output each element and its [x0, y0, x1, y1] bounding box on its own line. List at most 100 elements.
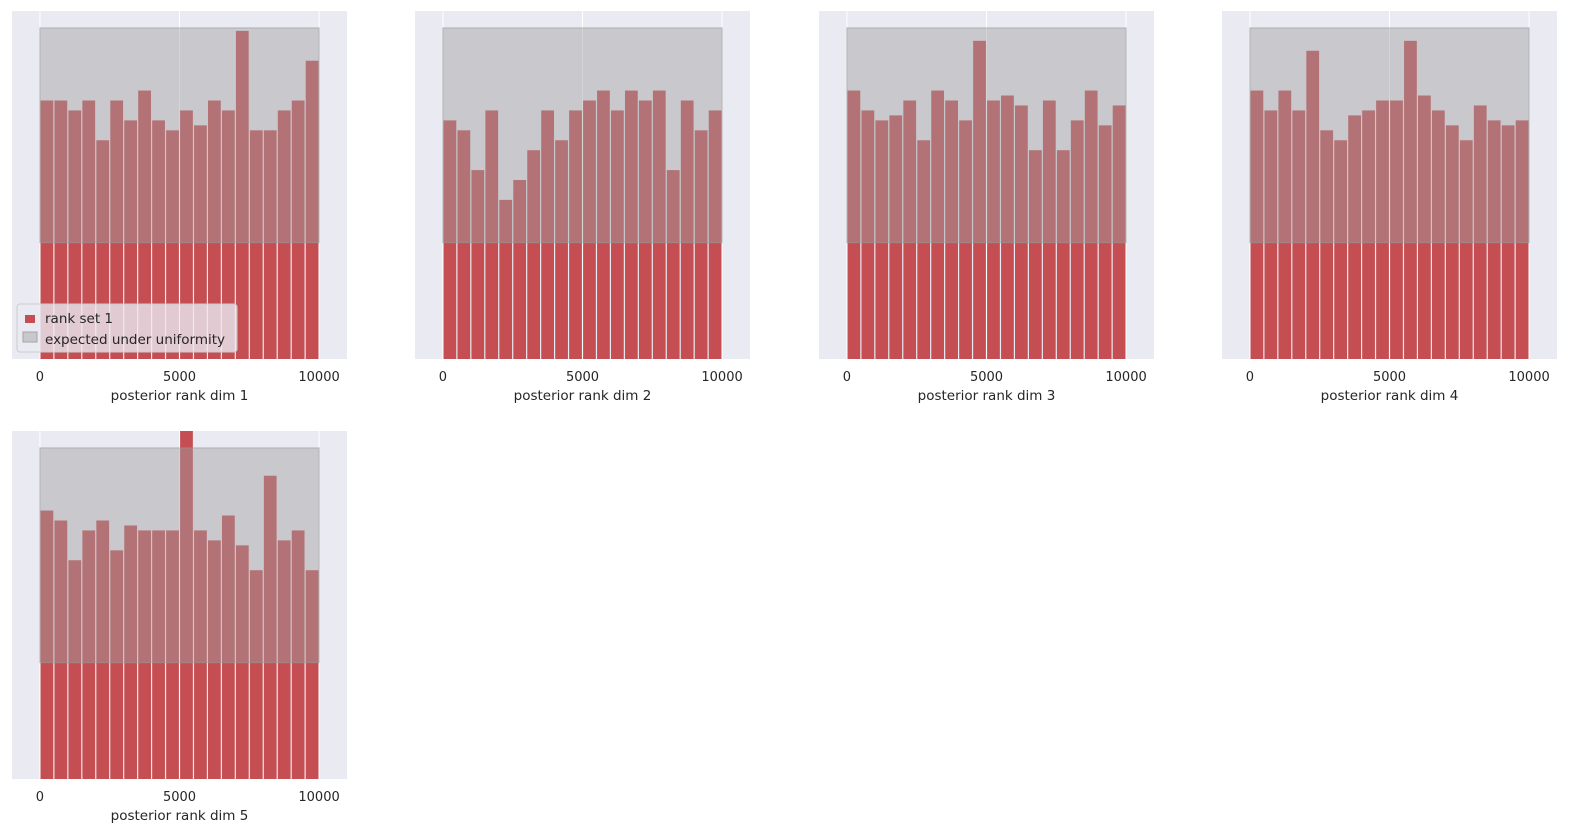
histogram-bar	[931, 90, 945, 360]
histogram-bar	[82, 530, 96, 779]
uniform-expectation-band	[39, 447, 320, 664]
histogram-bar	[611, 110, 624, 359]
histogram-bar	[138, 90, 151, 360]
histogram-bar	[973, 40, 986, 359]
histogram-bar	[305, 570, 319, 779]
x-tick-label: 5000	[163, 370, 196, 385]
histogram-bar	[166, 130, 179, 359]
histogram-bar	[1390, 100, 1403, 359]
histogram-bar	[263, 475, 277, 779]
histogram-bar	[666, 170, 680, 359]
histogram-bar	[221, 515, 235, 779]
histogram-bar	[555, 140, 568, 359]
x-tick-label: 5000	[163, 790, 196, 805]
histogram-bar	[652, 90, 666, 360]
histogram-bar	[903, 100, 917, 359]
uniform-expectation-band	[442, 27, 723, 244]
x-tick-label: 0	[36, 370, 44, 385]
x-tick-label: 10000	[298, 370, 339, 385]
uniform-expectation-band	[39, 27, 320, 244]
x-tick-label: 10000	[1508, 370, 1549, 385]
histogram-bar	[291, 530, 305, 779]
x-axis-label: posterior rank dim 3	[918, 388, 1056, 404]
histogram-panel-3: 0 5000 10000 posterior rank dim 3	[819, 11, 1154, 404]
histogram-bar	[249, 130, 263, 359]
histogram-bar	[1362, 110, 1375, 359]
uniform-band-swatch-icon	[22, 331, 38, 343]
histogram-bar	[1487, 120, 1501, 359]
histogram-bar	[694, 130, 708, 359]
histogram-panel-4: 0 5000 10000 posterior rank dim 4	[1222, 11, 1557, 404]
rank-set-swatch-icon	[25, 315, 35, 323]
histogram-bar	[68, 560, 82, 779]
x-axis-label: posterior rank dim 4	[1321, 388, 1459, 404]
histogram-bar	[40, 510, 54, 779]
histogram-bar	[1015, 105, 1028, 359]
histogram-bar	[110, 550, 124, 779]
histogram-bar	[513, 180, 527, 359]
histogram-bar	[527, 150, 541, 359]
x-tick-label: 5000	[970, 370, 1003, 385]
histogram-bar	[208, 540, 221, 779]
histogram-bar	[680, 100, 694, 359]
histogram-bar	[987, 100, 1000, 359]
histogram-bar	[1056, 150, 1070, 359]
histogram-bar	[68, 110, 82, 359]
x-tick-label: 0	[439, 370, 447, 385]
histogram-bar	[1320, 130, 1334, 359]
histogram-bar	[1431, 110, 1445, 359]
uniform-expectation-band	[846, 27, 1127, 244]
histogram-bar	[1292, 110, 1306, 359]
histogram-bar	[54, 100, 68, 359]
histogram-bar	[180, 431, 193, 779]
histogram-bar	[1028, 150, 1042, 359]
x-tick-label: 5000	[1373, 370, 1406, 385]
histogram-bar	[541, 110, 554, 359]
histogram-bar	[277, 110, 291, 359]
histogram-bar	[1334, 140, 1348, 359]
histogram-bar	[457, 130, 471, 359]
histogram-bar	[152, 530, 165, 779]
histogram-bar	[583, 100, 596, 359]
histogram-bar	[1001, 95, 1014, 359]
x-tick-label: 10000	[1105, 370, 1146, 385]
histogram-bar	[889, 115, 903, 360]
x-tick-label: 10000	[298, 790, 339, 805]
x-tick-label: 5000	[566, 370, 599, 385]
histogram-bar	[875, 120, 889, 359]
histogram-bar	[221, 110, 235, 359]
histogram-bar	[1042, 100, 1056, 359]
histogram-bar	[1250, 90, 1264, 360]
histogram-bar	[1418, 95, 1431, 359]
histogram-bar	[166, 530, 179, 779]
histogram-bar	[249, 570, 263, 779]
histogram-bar	[124, 120, 138, 359]
histogram-bar	[54, 520, 68, 779]
x-axis-label: posterior rank dim 1	[111, 388, 249, 404]
histogram-bar	[1515, 120, 1529, 359]
histogram-bar	[917, 140, 931, 359]
histogram-bar	[180, 110, 193, 359]
histogram-bar	[1348, 115, 1361, 360]
legend-frame	[16, 303, 238, 353]
legend-label-rank-set-1: rank set 1	[45, 311, 113, 327]
histogram-panel-2: 0 5000 10000 posterior rank dim 2	[415, 11, 750, 404]
histogram-bar	[1306, 50, 1320, 360]
histogram-bar	[263, 130, 277, 359]
legend-label-expected-uniform: expected under uniformity	[45, 332, 225, 348]
histogram-panel-1: 0 5000 10000 posterior rank dim 1	[12, 11, 347, 404]
histogram-bar	[110, 100, 124, 359]
histogram-bar	[96, 520, 110, 779]
histogram-bar	[1264, 110, 1278, 359]
histogram-bar	[1278, 90, 1292, 360]
histogram-bar	[40, 100, 54, 359]
histogram-bar	[208, 100, 221, 359]
histogram-bar	[471, 170, 485, 359]
x-tick-label: 10000	[701, 370, 742, 385]
histogram-bar	[138, 530, 151, 779]
histogram-bar	[597, 90, 610, 360]
histogram-bar	[305, 60, 319, 359]
x-tick-label: 0	[843, 370, 851, 385]
histogram-bar	[485, 110, 499, 359]
